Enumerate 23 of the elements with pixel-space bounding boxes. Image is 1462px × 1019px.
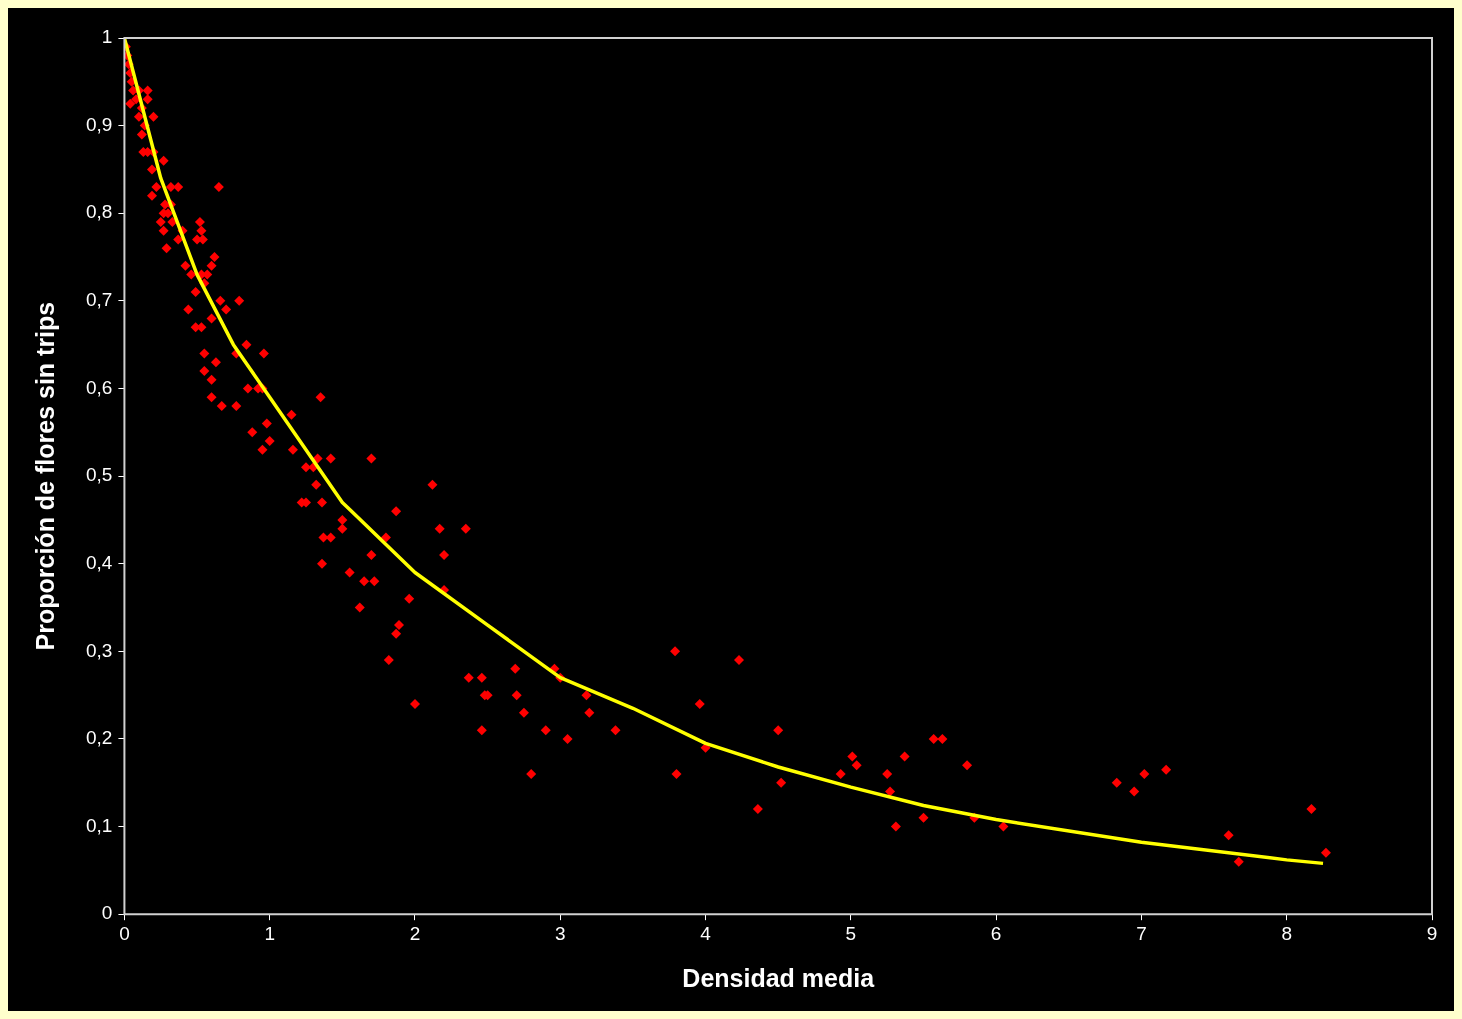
- y-tick-label: 0,4: [85, 551, 113, 573]
- x-tick-label: 9: [1426, 922, 1438, 944]
- x-axis-title: Densidad media: [682, 963, 876, 992]
- y-tick-label: 0,1: [85, 814, 113, 836]
- y-tick-label: 0,8: [85, 201, 113, 223]
- x-tick-label: 0: [119, 922, 130, 944]
- x-tick-label: 7: [1136, 922, 1147, 944]
- y-tick-label: 0,3: [85, 639, 113, 661]
- y-axis-title: Proporción de flores sin trips: [30, 301, 59, 651]
- x-tick-label: 2: [409, 922, 421, 944]
- y-tick-label: 0,9: [85, 113, 113, 135]
- x-tick-label: 1: [264, 922, 275, 944]
- y-tick-label: 0,5: [85, 464, 113, 486]
- x-tick-label: 5: [845, 922, 857, 944]
- y-tick-label: 1: [101, 26, 113, 48]
- y-tick-label: 0: [101, 902, 113, 924]
- x-tick-label: 4: [700, 922, 712, 944]
- x-tick-label: 3: [554, 922, 566, 944]
- y-tick-label: 0,7: [85, 289, 113, 311]
- x-tick-label: 8: [1281, 922, 1292, 944]
- x-tick-label: 6: [990, 922, 1002, 944]
- y-tick-label: 0,6: [85, 376, 113, 398]
- y-tick-label: 0,2: [85, 727, 113, 749]
